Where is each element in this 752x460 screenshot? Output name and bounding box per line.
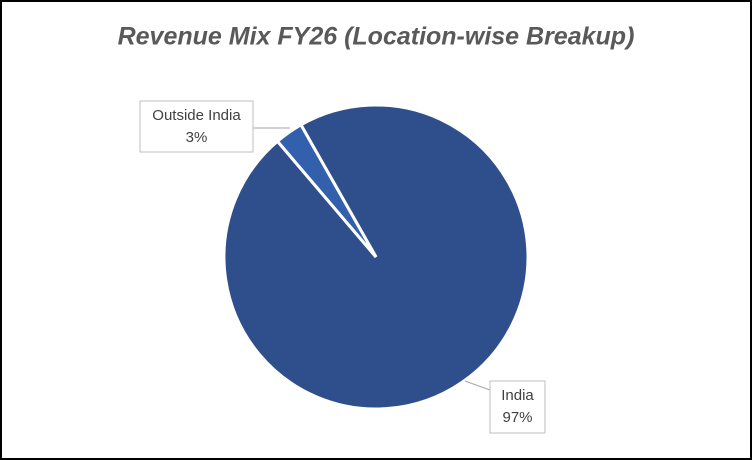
leader-line xyxy=(464,380,491,391)
value-label: 97% xyxy=(502,409,532,426)
category-label: Outside India xyxy=(152,107,241,124)
value-label: 3% xyxy=(186,129,208,146)
chart-title: Revenue Mix FY26 (Location-wise Breakup) xyxy=(118,23,635,51)
label-box xyxy=(139,100,254,153)
pie-slice xyxy=(275,122,378,258)
label-box xyxy=(489,380,546,434)
category-label: India xyxy=(501,387,534,404)
